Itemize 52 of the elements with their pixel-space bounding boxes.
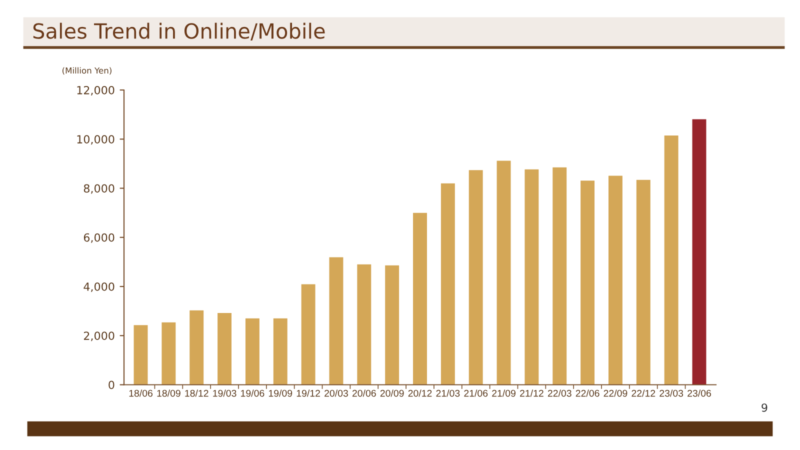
bar [552,167,567,385]
x-tick-label: 20/09 [380,390,404,397]
y-tick-label: 4,000 [84,282,114,292]
bar [273,318,288,385]
bar [301,284,316,385]
x-tick-label: 19/03 [213,390,236,397]
bar [664,135,678,385]
x-tick-label: 22/09 [604,390,628,397]
bar [413,212,427,385]
y-tick-label: 0 [108,380,114,390]
x-tick-label: 23/03 [660,390,684,397]
x-tick-label: 22/06 [576,390,600,397]
bar [162,322,176,385]
bar [608,176,622,385]
y-tick-label: 12,000 [77,86,114,96]
bar [190,310,204,385]
x-tick-label: 19/12 [296,390,320,397]
bar [524,169,539,385]
bar [357,264,372,385]
bar [134,325,148,385]
y-axis-title: (Million Yen) [62,67,112,75]
x-tick-label: 22/03 [548,390,572,397]
y-tick-label: 6,000 [84,233,114,243]
x-tick-label: 18/12 [185,390,208,397]
x-tick-label: 20/06 [352,390,376,397]
x-tick-label: 22/12 [632,390,656,397]
x-tick-label: 21/06 [464,390,488,397]
bar [218,313,232,385]
x-tick-label: 21/03 [436,390,460,397]
x-tick-label: 20/12 [408,390,432,397]
bar [468,170,483,385]
bar [440,183,455,385]
y-tick-label: 8,000 [84,184,114,194]
x-tick-label: 21/12 [520,390,544,397]
x-tick-label: 20/03 [324,390,348,397]
x-tick-label: 21/09 [492,390,516,397]
bar [245,318,260,385]
y-tick-label: 2,000 [84,332,114,342]
bar [385,265,400,385]
bar [580,180,595,385]
x-tick-label: 23/06 [688,390,711,397]
x-tick-label: 18/09 [157,390,180,397]
chart-title: Sales Trend in Online/Mobile [33,22,325,41]
bar [329,257,344,385]
text: 9 [762,403,768,412]
x-tick-label: 18/06 [129,390,152,397]
bar [496,160,511,385]
x-tick-label: 19/06 [241,390,264,397]
bar [692,119,706,385]
bar [636,180,650,385]
y-tick-label: 10,000 [77,135,114,145]
x-tick-label: 19/09 [268,390,292,397]
